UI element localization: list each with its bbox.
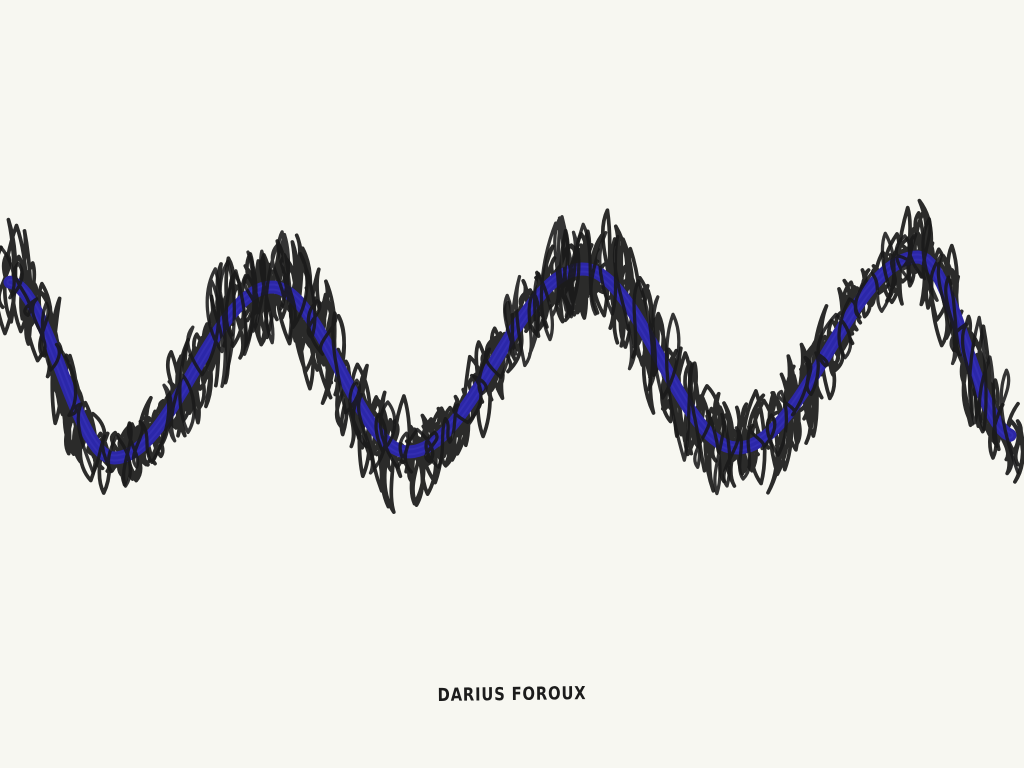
noise-scribble-path <box>0 198 1024 514</box>
noise-scribble-overlay-path <box>0 215 1020 496</box>
artist-signature: DARIUS FOROUX <box>437 683 587 706</box>
